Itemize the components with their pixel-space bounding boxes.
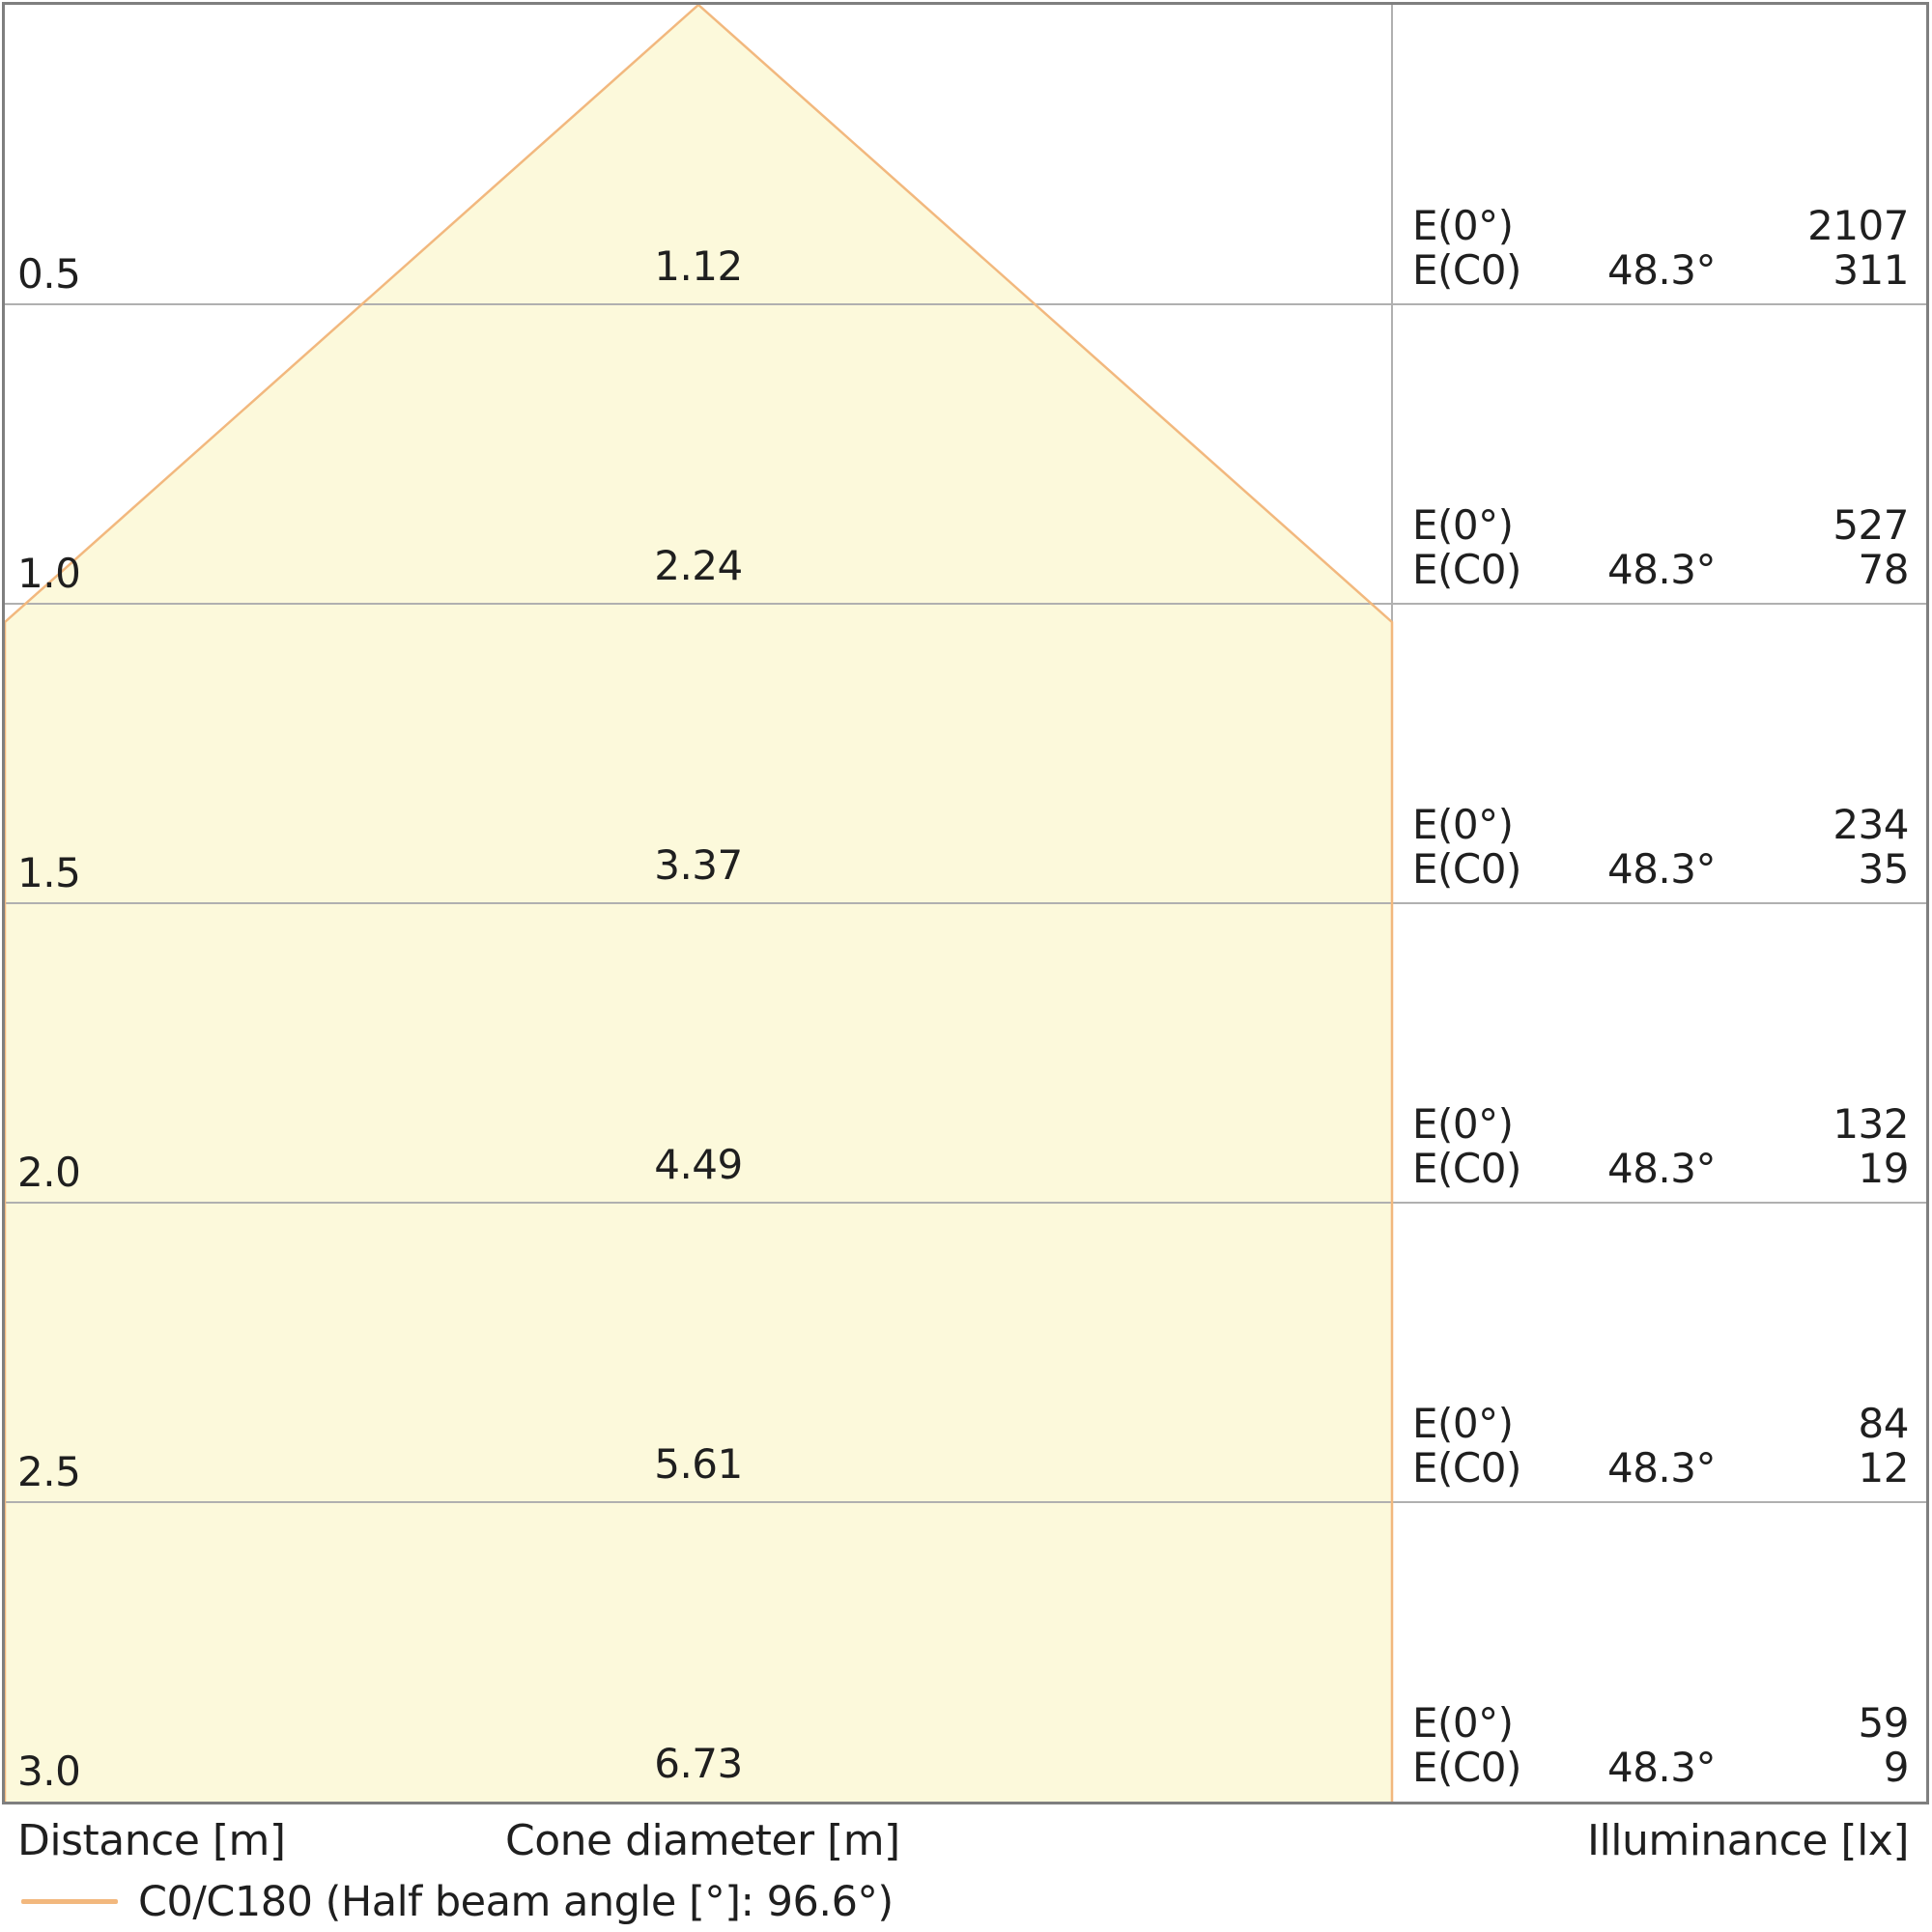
cone-diameter-value: 4.49 [654, 1141, 743, 1188]
beam-angle-value: 48.3° [1606, 546, 1717, 593]
beam-angle-value: 48.3° [1606, 1145, 1717, 1192]
ec0-label: E(C0) [1412, 1444, 1521, 1492]
distance-tick-label: 1.5 [17, 849, 81, 896]
e0-illuminance-value: 2107 [1807, 202, 1909, 249]
cone-diameter-axis-label: Cone diameter [m] [505, 1816, 900, 1865]
e0-illuminance-value: 234 [1833, 801, 1909, 848]
distance-tick-label: 0.5 [17, 250, 81, 298]
cone-diameter-value: 5.61 [654, 1440, 743, 1488]
cone-plot-canvas [5, 5, 1926, 1802]
distance-axis-label: Distance [m] [17, 1816, 286, 1865]
ec0-illuminance-value: 35 [1858, 845, 1910, 893]
distance-tick-label: 2.5 [17, 1448, 81, 1495]
legend-label: C0/C180 (Half beam angle [°]: 96.6°) [138, 1878, 894, 1926]
e0-label: E(0°) [1412, 501, 1514, 549]
figure-box [2, 2, 1929, 1804]
ec0-label: E(C0) [1412, 1744, 1521, 1791]
e0-label: E(0°) [1412, 202, 1514, 249]
beam-angle-value: 48.3° [1606, 1744, 1717, 1791]
cone-diameter-value: 1.12 [654, 242, 743, 290]
ec0-label: E(C0) [1412, 845, 1521, 893]
distance-tick-label: 1.0 [17, 550, 81, 597]
distance-tick-label: 2.0 [17, 1149, 81, 1196]
e0-label: E(0°) [1412, 1400, 1514, 1447]
ec0-illuminance-value: 9 [1883, 1744, 1910, 1791]
ec0-illuminance-value: 19 [1858, 1145, 1910, 1192]
beam-angle-value: 48.3° [1606, 845, 1717, 893]
ec0-label: E(C0) [1412, 1145, 1521, 1192]
ec0-illuminance-value: 311 [1833, 246, 1909, 294]
legend-line-swatch [21, 1899, 118, 1904]
e0-label: E(0°) [1412, 801, 1514, 848]
illuminance-axis-label: Illuminance [lx] [1587, 1816, 1909, 1865]
ec0-illuminance-value: 12 [1858, 1444, 1910, 1492]
e0-label: E(0°) [1412, 1699, 1514, 1747]
ec0-illuminance-value: 78 [1858, 546, 1910, 593]
distance-tick-label: 3.0 [17, 1747, 81, 1795]
e0-illuminance-value: 132 [1833, 1100, 1909, 1148]
cone-diameter-value: 3.37 [654, 841, 743, 889]
light-cone-edge [5, 5, 1394, 1802]
beam-angle-value: 48.3° [1606, 1444, 1717, 1492]
beam-angle-value: 48.3° [1606, 246, 1717, 294]
ec0-label: E(C0) [1412, 546, 1521, 593]
e0-illuminance-value: 527 [1833, 501, 1909, 549]
cone-diameter-value: 2.24 [654, 542, 743, 589]
cone-diameter-value: 6.73 [654, 1740, 743, 1787]
ec0-label: E(C0) [1412, 246, 1521, 294]
e0-illuminance-value: 59 [1858, 1699, 1910, 1747]
e0-label: E(0°) [1412, 1100, 1514, 1148]
e0-illuminance-value: 84 [1858, 1400, 1910, 1447]
